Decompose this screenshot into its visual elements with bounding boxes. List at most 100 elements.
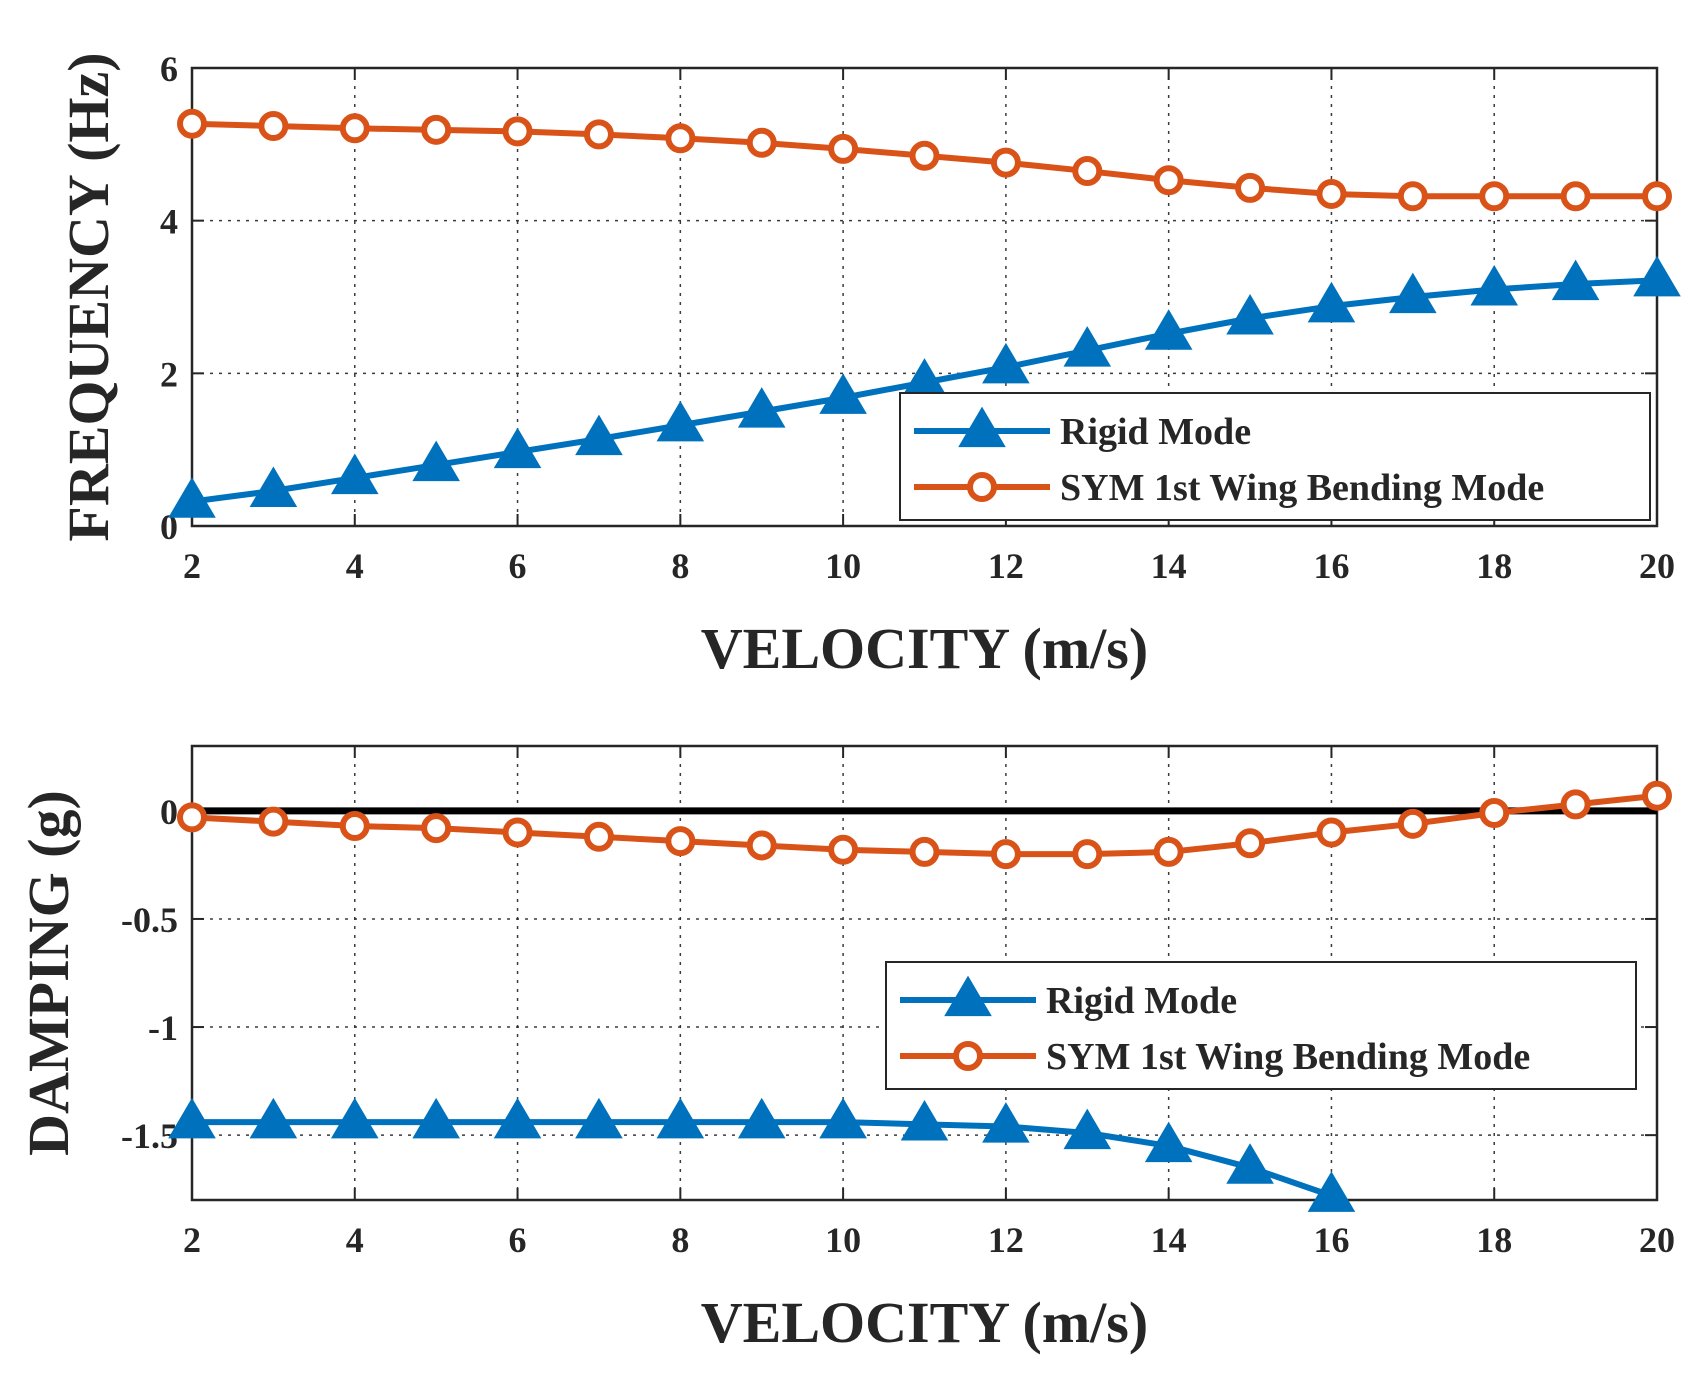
data-point-triangle [982,1102,1030,1143]
data-point-triangle [1470,265,1519,306]
x-axis-label: VELOCITY (m/s) [701,1290,1148,1355]
data-point-circle [421,813,452,844]
data-point-triangle [249,466,298,508]
data-point-triangle [1226,294,1274,335]
x-tick-label: 12 [988,546,1024,586]
legend-label: SYM 1st Wing Bending Mode [1060,467,1544,509]
data-point-triangle [656,400,705,442]
y-tick-label: -0.5 [121,900,178,940]
data-point-circle [1235,828,1266,859]
data-point-circle [1560,789,1591,820]
x-tick-label: 2 [183,546,201,586]
data-point-triangle [1307,1171,1356,1212]
data-point-triangle [575,1097,623,1139]
y-tick-label: 6 [160,49,178,89]
axes-box [190,744,1659,1202]
series-rigid-mode [168,255,1681,518]
data-point-circle [258,806,289,837]
legend-marker-triangle [944,975,992,1017]
legend-marker-circle [967,472,997,502]
data-point-circle [990,839,1021,870]
y-axis-label: DAMPING (g) [16,790,81,1156]
data-point-triangle [1063,326,1112,367]
x-tick-label: 4 [346,546,364,586]
x-tick-label: 12 [988,1220,1024,1260]
data-point-circle [828,834,859,865]
data-point-triangle [330,453,379,495]
data-point-triangle [493,1097,542,1139]
x-tick-label: 2 [183,1220,201,1260]
data-point-circle [1235,172,1266,203]
data-point-triangle [168,477,216,518]
series-sym-bending-mode [177,108,1672,212]
legend-label: Rigid Mode [1060,411,1251,453]
chart-2: 2 4 6 8 10 12 14 16 18 20 0 -0.5 -1 -1.5 VELOCITY (m/s… [16,744,1675,1355]
x-tick-label: 8 [671,1220,689,1260]
data-point-triangle [1144,309,1193,350]
data-point-triangle [330,1097,379,1139]
legend-box [885,961,1637,1090]
data-point-circle [1642,780,1672,811]
data-point-triangle [493,427,542,469]
data-point-circle [828,133,859,164]
data-point-circle [339,113,370,144]
data-point-circle [1397,181,1428,212]
data-point-triangle [1226,1143,1274,1184]
legend: Rigid Mode SYM 1st Wing Bending Mode [885,961,1637,1090]
data-point-triangle [1144,1121,1193,1163]
series-sym-bending-mode [177,780,1672,870]
x-tick-label: 6 [509,1220,527,1260]
data-point-circle [1153,836,1184,867]
data-point-circle [1479,181,1510,212]
data-point-circle [502,817,533,848]
data-point-circle [909,836,940,867]
data-point-triangle [412,440,460,482]
data-point-triangle [575,414,623,456]
data-point-triangle [412,1097,460,1139]
data-point-circle [502,116,533,147]
data-point-circle [177,108,207,139]
axes-box [190,66,1659,528]
data-point-circle [177,802,207,833]
data-point-triangle [737,1097,786,1139]
data-point-triangle [737,387,786,428]
data-point-circle [909,140,940,171]
data-point-triangle [249,1097,298,1139]
data-point-circle [339,810,370,841]
y-tick-label: -1.5 [121,1116,178,1156]
data-point-circle [1072,839,1103,870]
data-point-triangle [1307,281,1356,323]
data-point-circle [746,830,777,861]
x-tick-label: 4 [346,1220,364,1260]
legend-label: Rigid Mode [1046,980,1237,1022]
y-tick-label: -1 [148,1008,178,1048]
x-tick-label: 16 [1313,546,1349,586]
data-point-triangle [900,1099,949,1141]
data-point-circle [665,123,696,154]
data-point-triangle [656,1097,705,1139]
x-tick-label: 20 [1639,546,1675,586]
x-axis-label: VELOCITY (m/s) [701,616,1148,681]
x-tick-label: 14 [1151,546,1187,586]
y-axis-label: FREQUENCY (Hz) [56,52,121,541]
data-point-triangle [1389,272,1437,314]
data-point-circle [583,119,614,150]
x-tick-label: 8 [671,546,689,586]
data-point-circle [746,127,777,158]
data-point-circle [665,826,696,857]
data-point-circle [990,147,1021,178]
data-point-triangle [819,373,867,414]
data-point-triangle [819,1097,867,1139]
series-rigid-mode [168,1097,1356,1212]
x-tick-label: 18 [1476,1220,1512,1260]
data-point-triangle [1633,255,1681,297]
data-point-triangle [1551,259,1600,301]
data-point-triangle [1063,1108,1112,1150]
x-tick-label: 6 [509,546,527,586]
legend-marker-circle [953,1041,983,1071]
data-point-circle [1560,181,1591,212]
data-point-triangle [168,1097,216,1139]
